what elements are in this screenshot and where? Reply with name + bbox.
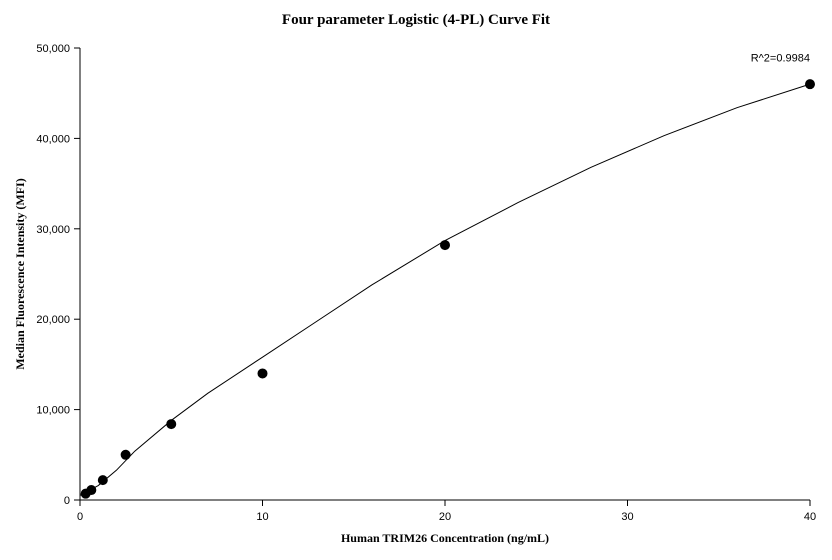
fit-curve (80, 84, 810, 495)
x-tick-label: 30 (621, 511, 633, 523)
x-tick-label: 10 (256, 511, 268, 523)
data-point (121, 450, 130, 459)
y-tick-label: 10,000 (36, 405, 70, 417)
y-tick-label: 0 (64, 495, 70, 507)
y-tick-label: 40,000 (36, 133, 70, 145)
x-tick-label: 20 (439, 511, 451, 523)
y-tick-label: 50,000 (36, 43, 70, 55)
data-point (167, 420, 176, 429)
r-squared-annotation: R^2=0.9984 (751, 53, 810, 65)
x-tick-label: 40 (804, 511, 816, 523)
chart-container: Four parameter Logistic (4-PL) Curve Fit… (0, 0, 832, 560)
data-point (258, 369, 267, 378)
curve-fit-chart: Four parameter Logistic (4-PL) Curve Fit… (0, 0, 832, 560)
x-tick-label: 0 (77, 511, 83, 523)
x-axis-label: Human TRIM26 Concentration (ng/mL) (341, 531, 549, 545)
y-tick-label: 20,000 (36, 314, 70, 326)
data-point (98, 476, 107, 485)
data-point (87, 486, 96, 495)
chart-title: Four parameter Logistic (4-PL) Curve Fit (282, 12, 550, 28)
data-point (441, 241, 450, 250)
y-tick-label: 30,000 (36, 224, 70, 236)
data-point (806, 80, 815, 89)
y-axis-label: Median Fluorescence Intensity (MFI) (13, 178, 27, 369)
